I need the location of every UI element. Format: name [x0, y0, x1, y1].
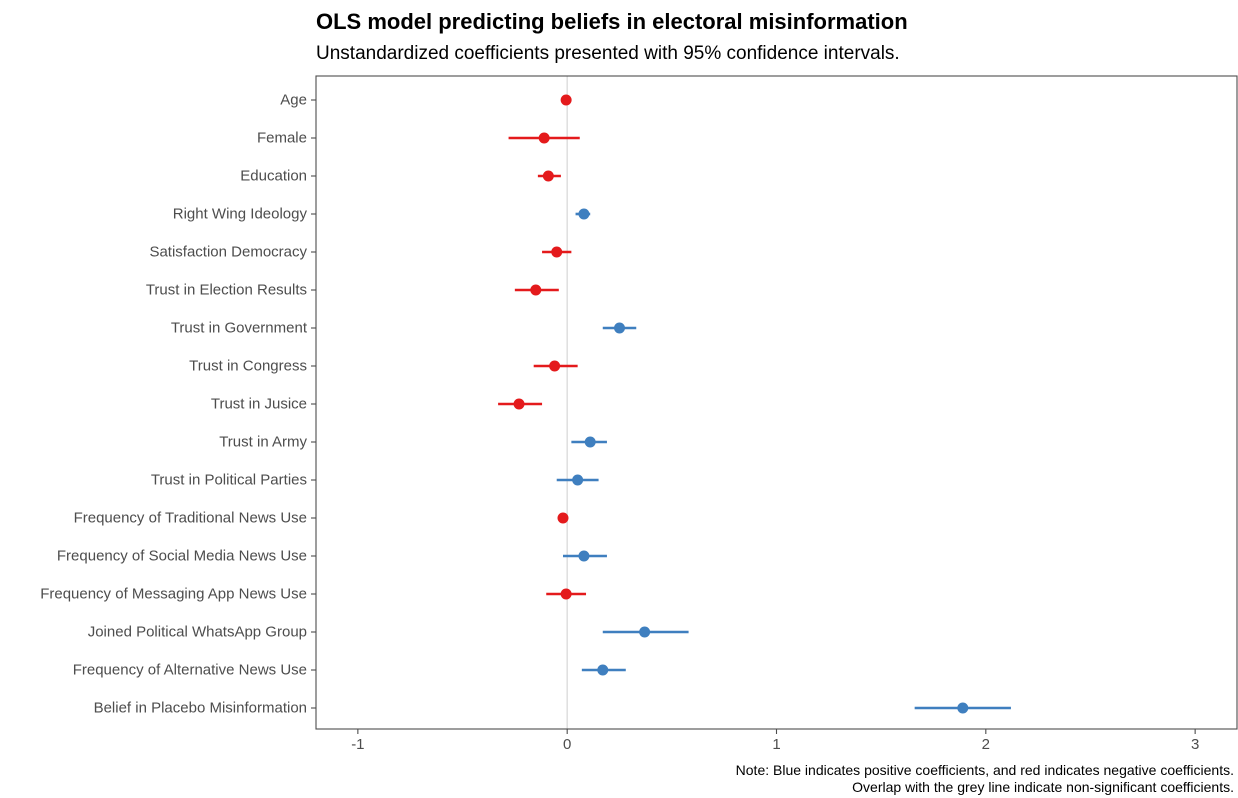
y-tick-label: Joined Political WhatsApp Group	[88, 624, 307, 641]
x-tick-label: 0	[563, 736, 571, 753]
point-estimate	[551, 246, 563, 258]
point-estimate	[560, 588, 572, 600]
point-estimate	[639, 626, 651, 638]
y-tick-label: Trust in Political Parties	[151, 472, 307, 489]
y-tick-label: Female	[257, 130, 307, 147]
point-estimate	[584, 436, 596, 448]
y-tick-label: Frequency of Traditional News Use	[74, 510, 307, 527]
y-tick-label: Satisfaction Democracy	[149, 244, 307, 261]
data-layer	[498, 94, 1011, 714]
point-estimate	[578, 208, 590, 220]
point-estimate	[578, 550, 590, 562]
x-tick-label: -1	[351, 736, 364, 753]
y-tick-label: Right Wing Ideology	[173, 206, 308, 223]
y-tick-label: Frequency of Messaging App News Use	[40, 586, 307, 603]
panel-border	[315, 75, 1238, 730]
panel-layer	[315, 75, 1238, 730]
y-tick-label: Belief in Placebo Misinformation	[94, 700, 307, 717]
point-estimate	[557, 512, 569, 524]
x-axis: -1 0 1 2 3	[351, 729, 1199, 753]
x-tick-label: 2	[982, 736, 990, 753]
point-estimate	[560, 94, 572, 106]
point-estimate	[572, 474, 584, 486]
point-estimate	[513, 398, 525, 410]
y-tick-label: Trust in Government	[171, 320, 308, 337]
y-tick-label: Trust in Election Results	[146, 282, 307, 299]
caption-line-2: Overlap with the grey line indicate non-…	[852, 779, 1234, 795]
y-tick-label: Education	[240, 168, 307, 185]
y-tick-label: Trust in Army	[219, 434, 307, 451]
x-tick-label: 1	[772, 736, 780, 753]
y-tick-label: Trust in Congress	[189, 358, 307, 375]
point-estimate	[597, 664, 609, 676]
y-axis: Age Female Education Right Wing Ideology Sat…	[40, 92, 316, 717]
point-estimate	[957, 702, 969, 714]
y-tick-label: Age	[280, 92, 307, 109]
chart-subtitle: Unstandardized coefficients presented wi…	[316, 43, 900, 64]
caption-line-1: Note: Blue indicates positive coefficien…	[735, 762, 1234, 778]
x-tick-label: 3	[1191, 736, 1199, 753]
point-estimate	[542, 170, 554, 182]
coefficient-plot: Age Female Education Right Wing Ideology Sat…	[40, 75, 1238, 753]
point-estimate	[549, 360, 561, 372]
point-estimate	[538, 132, 550, 144]
chart-caption: Note: Blue indicates positive coefficien…	[736, 762, 1234, 796]
y-tick-label: Frequency of Alternative News Use	[73, 662, 307, 679]
y-tick-label: Frequency of Social Media News Use	[57, 548, 307, 565]
point-estimate	[530, 284, 542, 296]
point-estimate	[614, 322, 626, 334]
y-tick-label: Trust in Jusice	[211, 396, 307, 413]
chart-title: OLS model predicting beliefs in electora…	[316, 9, 908, 34]
